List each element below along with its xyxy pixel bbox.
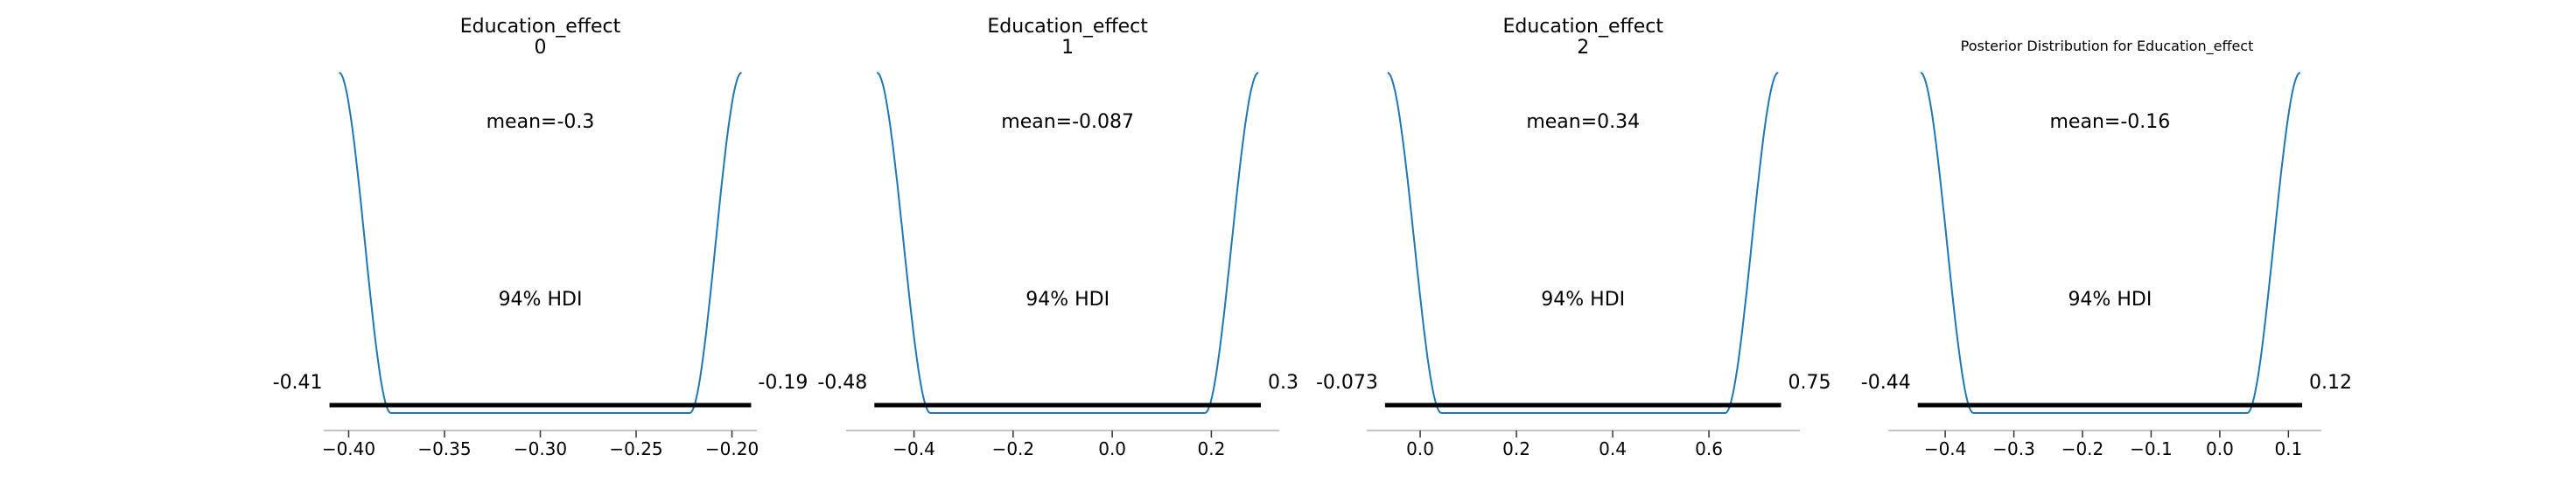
hdi-label: 94% HDI <box>1541 289 1625 311</box>
x-tick-label: 0.0 <box>1098 438 1126 459</box>
panel-title: Education_effect <box>987 16 1148 38</box>
x-tick-label: 0.1 <box>2274 438 2302 459</box>
panel-title: Education_effect <box>1502 16 1663 38</box>
x-tick-label: −0.2 <box>2062 438 2104 459</box>
panel-subtitle: 0 <box>535 37 547 59</box>
mean-label: mean=0.34 <box>1526 111 1640 133</box>
panel-title: Education_effect <box>460 16 621 38</box>
hdi-label: 94% HDI <box>2068 289 2152 311</box>
hdi-label: 94% HDI <box>1026 289 1110 311</box>
x-tick-label: 0.6 <box>1695 438 1723 459</box>
hdi-lower-label: -0.44 <box>1861 372 1911 394</box>
hdi-label: 94% HDI <box>499 289 583 311</box>
x-tick-label: −0.40 <box>322 438 375 459</box>
density-curve <box>876 72 1259 414</box>
density-curve <box>339 72 742 414</box>
mean-label: mean=-0.3 <box>486 111 595 133</box>
hdi-upper-label: 0.12 <box>2309 372 2352 394</box>
density-curve <box>1387 72 1779 414</box>
panel-subtitle: 2 <box>1577 37 1589 59</box>
x-tick-label: −0.2 <box>992 438 1035 459</box>
x-tick-label: 0.0 <box>2206 438 2234 459</box>
x-tick-label: −0.35 <box>417 438 471 459</box>
mean-label: mean=-0.16 <box>2050 111 2171 133</box>
x-tick-label: 0.2 <box>1502 438 1530 459</box>
x-tick-label: 0.4 <box>1599 438 1627 459</box>
hdi-lower-label: -0.48 <box>817 372 867 394</box>
x-tick-label: 0.0 <box>1406 438 1434 459</box>
hdi-lower-label: -0.073 <box>1316 372 1378 394</box>
figure-suptitle: Posterior Distribution for Education_eff… <box>1961 38 2254 55</box>
hdi-upper-label: -0.19 <box>758 372 808 394</box>
panel-3: mean=-0.16 94% HDI -0.44 0.12 −0.4 −0.3 −0.2 −0… <box>1861 72 2352 459</box>
mean-label: mean=-0.087 <box>1001 111 1134 133</box>
x-tick-label: −0.30 <box>514 438 567 459</box>
x-tick-label: −0.4 <box>892 438 935 459</box>
x-tick-label: −0.1 <box>2130 438 2173 459</box>
density-curve <box>1920 72 2301 414</box>
hdi-upper-label: 0.75 <box>1788 372 1831 394</box>
x-tick-label: −0.25 <box>609 438 662 459</box>
panel-subtitle: 1 <box>1061 37 1074 59</box>
x-tick-label: −0.20 <box>705 438 759 459</box>
hdi-upper-label: 0.3 <box>1268 372 1298 394</box>
x-tick-label: −0.3 <box>1992 438 2035 459</box>
hdi-lower-label: -0.41 <box>273 372 323 394</box>
x-tick-label: −0.4 <box>1924 438 1967 459</box>
x-tick-label: 0.2 <box>1198 438 1226 459</box>
